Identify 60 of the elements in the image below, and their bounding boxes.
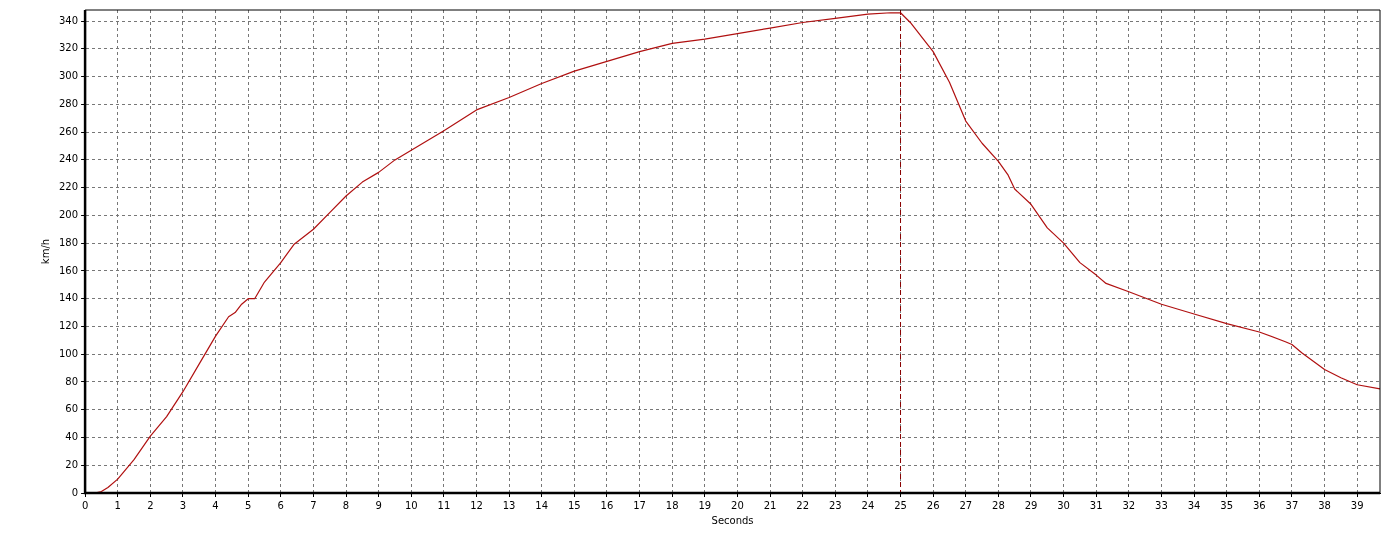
y-tick-label: 280 [58, 97, 79, 109]
x-tick-label: 1 [114, 499, 121, 511]
y-tick-label: 80 [65, 375, 79, 387]
y-tick-label: 20 [65, 458, 79, 470]
x-tick-label: 39 [1350, 499, 1364, 511]
x-tick-label: 18 [665, 499, 679, 511]
x-tick-label: 32 [1122, 499, 1136, 511]
y-tick-label: 100 [58, 347, 79, 359]
y-tick-label: 120 [58, 320, 79, 332]
y-tick-label: 60 [65, 403, 79, 415]
x-tick-label: 5 [244, 499, 252, 511]
x-tick-label: 13 [502, 499, 516, 511]
x-tick-label: 11 [437, 499, 451, 511]
x-tick-label: 38 [1318, 499, 1331, 511]
y-tick-label: 0 [71, 486, 79, 498]
y-tick-label: 140 [58, 292, 79, 304]
x-tick-label: 22 [796, 499, 810, 511]
x-tick-label: 25 [894, 499, 907, 511]
x-tick-label: 37 [1285, 499, 1299, 511]
x-tick-label: 16 [600, 499, 614, 511]
y-tick-label: 260 [58, 125, 79, 137]
y-tick-label: 180 [58, 236, 79, 248]
x-tick-label: 7 [310, 499, 317, 511]
x-tick-label: 23 [828, 499, 842, 511]
x-tick-label: 3 [179, 499, 187, 511]
x-tick-label: 19 [698, 499, 712, 511]
x-tick-label: 35 [1220, 499, 1234, 511]
x-tick-label: 9 [375, 499, 382, 511]
x-tick-label: 33 [1155, 499, 1168, 511]
x-tick-label: 15 [567, 499, 581, 511]
x-tick-label: 30 [1057, 499, 1070, 511]
x-tick-label: 34 [1187, 499, 1201, 511]
x-tick-label: 6 [277, 499, 284, 511]
x-tick-label: 2 [147, 499, 154, 511]
x-tick-label: 14 [535, 499, 549, 511]
x-tick-label: 8 [342, 499, 350, 511]
x-tick-label: 20 [731, 499, 744, 511]
y-tick-label: 300 [58, 70, 79, 82]
y-axis-title: km/h [39, 238, 51, 265]
y-tick-label: 240 [58, 153, 79, 165]
y-tick-label: 320 [58, 42, 79, 54]
x-tick-label: 36 [1252, 499, 1266, 511]
y-tick-label: 220 [58, 181, 79, 193]
x-tick-label: 17 [633, 499, 646, 511]
x-tick-label: 24 [861, 499, 875, 511]
x-tick-label: 10 [404, 499, 418, 511]
x-tick-label: 27 [959, 499, 973, 511]
x-axis-title: Seconds [711, 514, 754, 526]
y-tick-label: 200 [58, 209, 79, 221]
x-tick-label: 0 [81, 499, 89, 511]
x-tick-label: 26 [926, 499, 940, 511]
x-tick-label: 31 [1089, 499, 1103, 511]
x-tick-label: 12 [470, 499, 483, 511]
y-tick-label: 160 [58, 264, 79, 276]
y-tick-label: 40 [65, 431, 79, 443]
x-tick-label: 21 [763, 499, 777, 511]
x-tick-label: 29 [1024, 499, 1038, 511]
x-tick-label: 4 [212, 499, 219, 511]
x-tick-label: 28 [992, 499, 1005, 511]
y-tick-label: 340 [58, 14, 79, 26]
